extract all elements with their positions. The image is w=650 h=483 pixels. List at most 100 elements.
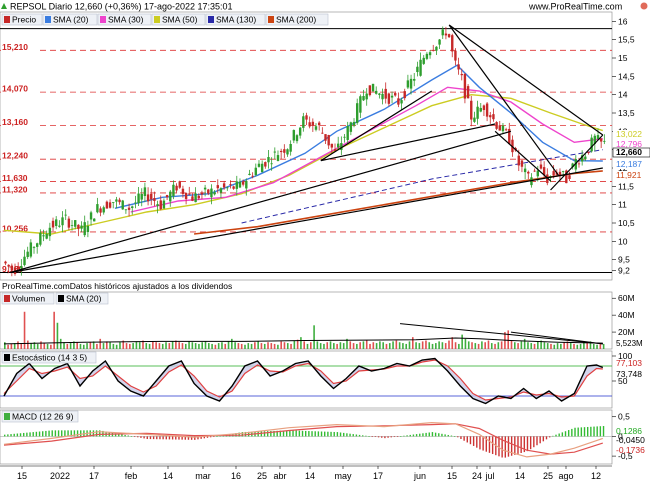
value-label-box bbox=[613, 338, 650, 347]
volume-bar bbox=[89, 342, 92, 349]
volume-bar bbox=[313, 325, 315, 349]
candle-up bbox=[96, 204, 99, 213]
candle-down bbox=[188, 193, 191, 195]
volume-bar bbox=[441, 342, 444, 349]
macd-histogram-bar bbox=[219, 435, 221, 437]
macd-histogram-bar bbox=[482, 436, 484, 451]
candle-down bbox=[108, 202, 112, 208]
candle-down bbox=[444, 33, 448, 36]
volume-bar bbox=[398, 342, 401, 349]
volume-bar bbox=[290, 343, 292, 349]
level-label: 10,256 bbox=[2, 223, 28, 233]
candle-up bbox=[584, 156, 587, 160]
volume-bar bbox=[201, 342, 204, 349]
window-buttons[interactable] bbox=[640, 2, 648, 10]
volume-bar bbox=[231, 338, 233, 349]
macd-histogram-bar bbox=[244, 431, 247, 437]
y-tick-label: -0,5 bbox=[618, 451, 633, 461]
close-icon[interactable] bbox=[640, 2, 648, 10]
volume-bar bbox=[63, 342, 65, 349]
macd-histogram-bar bbox=[200, 436, 202, 439]
macd-histogram-bar bbox=[213, 436, 215, 438]
x-tick-label: ago bbox=[558, 471, 573, 481]
volume-bar bbox=[237, 343, 240, 349]
macd-histogram-bar bbox=[102, 430, 104, 437]
volume-bar bbox=[27, 340, 29, 349]
macd-histogram-bar bbox=[460, 436, 462, 440]
macd-histogram-bar bbox=[206, 436, 209, 438]
volume-bar bbox=[418, 343, 421, 349]
macd-histogram-bar bbox=[444, 434, 446, 437]
y-tick-label: 20M bbox=[618, 327, 635, 337]
x-tick-label: 14 bbox=[515, 471, 525, 481]
volume-bar bbox=[56, 322, 59, 349]
candle-down bbox=[489, 115, 492, 118]
y-tick-label: 13,5 bbox=[618, 108, 635, 118]
volume-bar bbox=[461, 334, 463, 349]
candle-down bbox=[181, 188, 185, 194]
macd-histogram-bar bbox=[349, 433, 351, 437]
candle-up bbox=[479, 107, 482, 112]
x-tick-label: 2022 bbox=[50, 471, 70, 481]
candle-up bbox=[276, 155, 280, 161]
candle-down bbox=[222, 183, 226, 188]
macd-histogram-bar bbox=[162, 436, 164, 440]
y-tick-label: 60M bbox=[618, 293, 635, 303]
volume-bar bbox=[487, 340, 490, 349]
volume-bar bbox=[602, 343, 605, 349]
macd-histogram-bar bbox=[301, 430, 304, 437]
candle-up bbox=[194, 193, 197, 203]
candle-up bbox=[213, 192, 216, 195]
volume-bar bbox=[497, 342, 500, 349]
macd-histogram-bar bbox=[599, 426, 602, 437]
x-tick-label: jun bbox=[413, 471, 426, 481]
x-tick-label: 16 bbox=[231, 471, 241, 481]
volume-bar bbox=[152, 341, 154, 349]
volume-bar bbox=[527, 342, 529, 349]
candle-up bbox=[89, 212, 93, 220]
macd-histogram-bar bbox=[311, 431, 313, 437]
candle-up bbox=[137, 193, 140, 204]
volume-bar bbox=[421, 341, 424, 349]
volume-bar bbox=[300, 337, 302, 349]
candle-up bbox=[340, 143, 343, 151]
macd-histogram-bar bbox=[469, 436, 472, 445]
macd-histogram-bar bbox=[76, 430, 79, 437]
candle-up bbox=[441, 29, 444, 36]
macd-histogram-bar bbox=[472, 436, 475, 446]
macd-histogram-bar bbox=[178, 436, 180, 440]
candle-down bbox=[127, 207, 131, 210]
candle-up bbox=[257, 163, 261, 167]
trend-line bbox=[10, 167, 603, 274]
candle-down bbox=[485, 103, 489, 117]
macd-histogram-bar bbox=[476, 436, 478, 448]
volume-trend-line bbox=[510, 331, 603, 345]
level-label: 11,630 bbox=[2, 173, 28, 183]
y-tick-label: 10 bbox=[618, 236, 628, 246]
macd-histogram-bar bbox=[140, 436, 142, 438]
candle-up bbox=[64, 214, 67, 216]
volume-bar bbox=[247, 343, 250, 349]
macd-histogram-bar bbox=[358, 434, 361, 437]
macd-histogram-bar bbox=[282, 430, 285, 437]
macd-histogram-bar bbox=[114, 433, 117, 437]
macd-histogram-bar bbox=[555, 434, 557, 437]
macd-histogram-bar bbox=[314, 431, 316, 437]
stochastic-d-line bbox=[3, 359, 603, 401]
candle-up bbox=[400, 100, 403, 104]
candle-down bbox=[308, 122, 311, 127]
macd-histogram-bar bbox=[190, 436, 193, 440]
legend-box bbox=[265, 13, 329, 26]
macd-histogram-bar bbox=[431, 432, 434, 437]
volume-bar bbox=[596, 344, 598, 349]
macd-histogram-bar bbox=[308, 431, 310, 437]
volume-bar bbox=[592, 343, 595, 349]
legend-label: SMA (20) bbox=[53, 15, 89, 25]
candle-up bbox=[409, 78, 413, 89]
volume-bar bbox=[158, 343, 161, 349]
volume-bar bbox=[500, 341, 503, 349]
macd-histogram-bar bbox=[73, 430, 76, 437]
macd-histogram-bar bbox=[422, 433, 424, 437]
volume-bar bbox=[523, 338, 526, 349]
value-label: 5,523M bbox=[616, 339, 643, 348]
